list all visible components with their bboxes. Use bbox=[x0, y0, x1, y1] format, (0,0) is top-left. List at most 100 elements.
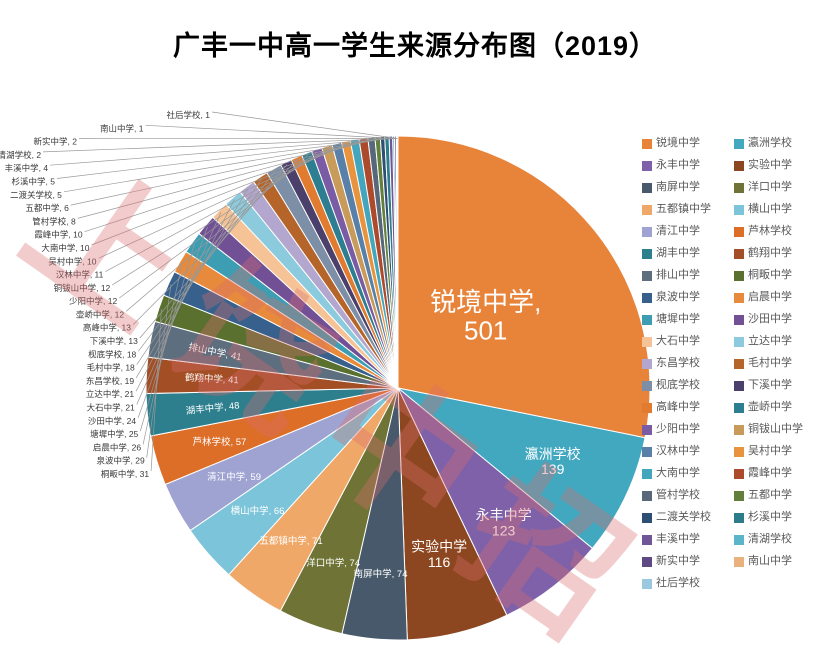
legend-label: 锐境中学 bbox=[656, 137, 700, 149]
legend-label: 五都中学 bbox=[748, 489, 792, 501]
outer-slice-label: 沙田中学, 24 bbox=[88, 416, 136, 426]
leader-line bbox=[139, 164, 288, 339]
legend-item: 大石中学 bbox=[642, 335, 732, 348]
leader-line bbox=[135, 188, 249, 379]
legend-label: 瀛洲学校 bbox=[748, 137, 792, 149]
legend-swatch bbox=[642, 270, 652, 281]
legend-item: 少阳中学 bbox=[642, 423, 732, 436]
outer-slice-label: 汉林中学, 11 bbox=[56, 270, 104, 280]
legend-item: 永丰中学 bbox=[642, 159, 732, 172]
legend-label: 启晨中学 bbox=[748, 291, 792, 303]
legend-swatch bbox=[642, 556, 652, 567]
outer-slice-label: 泉波中学, 29 bbox=[97, 456, 145, 466]
legend-label: 高峰中学 bbox=[656, 401, 700, 413]
legend-item: 南屏中学 bbox=[642, 181, 732, 194]
legend-item: 二渡关学校 bbox=[642, 511, 732, 524]
slice-label: 南屏中学, 74 bbox=[354, 568, 408, 580]
legend-swatch bbox=[734, 512, 744, 523]
legend-label: 下溪中学 bbox=[748, 379, 792, 391]
legend-swatch bbox=[642, 314, 652, 325]
legend-label: 五都镇中学 bbox=[656, 203, 711, 215]
legend-label: 新实中学 bbox=[656, 555, 700, 567]
leader-line bbox=[136, 179, 262, 365]
legend-swatch bbox=[642, 424, 652, 435]
pie-slice bbox=[397, 387, 646, 550]
pie-slice bbox=[396, 135, 399, 389]
legend-item: 锐境中学 bbox=[642, 137, 732, 150]
slice-label: 鹤翔中学, 41 bbox=[185, 372, 239, 387]
slice-label: 横山中学, 66 bbox=[231, 505, 285, 517]
legend-swatch bbox=[642, 204, 652, 215]
legend-item: 横山中学 bbox=[734, 203, 820, 216]
legend-swatch bbox=[642, 534, 652, 545]
slice-label: 芦林学校, 57 bbox=[192, 436, 246, 448]
legend-item: 霞峰中学 bbox=[734, 467, 820, 480]
legend-item: 丰溪中学 bbox=[642, 533, 732, 546]
legend-swatch bbox=[642, 446, 652, 457]
legend-label: 洋口中学 bbox=[748, 181, 792, 193]
legend-label: 社后学校 bbox=[656, 577, 700, 589]
legend-label: 永丰中学 bbox=[656, 159, 700, 171]
legend-label: 吴村中学 bbox=[748, 445, 792, 457]
pie-slice bbox=[397, 387, 594, 616]
legend-item: 桐畈中学 bbox=[734, 269, 820, 282]
leader-line bbox=[98, 143, 347, 259]
legend-label: 排山中学 bbox=[656, 269, 700, 281]
leader-line bbox=[145, 124, 397, 139]
legend-swatch bbox=[642, 490, 652, 501]
legend-label: 芦林学校 bbox=[748, 225, 792, 237]
slice-label: 湖丰中学, 48 bbox=[185, 399, 240, 417]
legend-item: 沙田中学 bbox=[734, 313, 820, 326]
slice-label: 五都镇中学, 71 bbox=[259, 535, 322, 547]
legend-label: 清湖学校 bbox=[748, 533, 792, 545]
outer-slice-label: 立达中学, 21 bbox=[86, 389, 134, 399]
legend-label: 桐畈中学 bbox=[748, 269, 792, 281]
outer-slice-label: 启晨中学, 26 bbox=[93, 442, 141, 452]
legend-swatch bbox=[734, 160, 744, 171]
leader-line bbox=[138, 170, 276, 352]
outer-slice-label: 南山中学, 1 bbox=[100, 123, 144, 133]
outer-slice-label: 杉溪中学, 5 bbox=[12, 176, 56, 186]
legend-swatch bbox=[734, 204, 744, 215]
legend-swatch bbox=[734, 380, 744, 391]
legend-item: 汉林中学 bbox=[642, 445, 732, 458]
legend-swatch bbox=[734, 402, 744, 413]
legend-swatch bbox=[642, 226, 652, 237]
legend-item: 瀛洲学校 bbox=[734, 137, 820, 150]
legend-item: 清湖学校 bbox=[734, 533, 820, 546]
leader-line bbox=[91, 141, 356, 246]
slice-label: 清江中学, 59 bbox=[207, 471, 261, 483]
legend-item: 高峰中学 bbox=[642, 401, 732, 414]
legend-item: 泉波中学 bbox=[642, 291, 732, 304]
legend-item: 东昌学校 bbox=[642, 357, 732, 370]
legend-item: 杉溪中学 bbox=[734, 511, 820, 524]
leader-line bbox=[112, 148, 328, 286]
legend-item: 管村学校 bbox=[642, 489, 732, 502]
outer-slice-label: 枧底学校, 18 bbox=[88, 349, 136, 359]
legend-label: 南屏中学 bbox=[656, 181, 700, 193]
legend-swatch bbox=[642, 336, 652, 347]
legend-item: 芦林学校 bbox=[734, 225, 820, 238]
outer-slice-label: 管村学校, 8 bbox=[32, 216, 76, 226]
legend-label: 少阳中学 bbox=[656, 423, 700, 435]
outer-slice-label: 桐畈中学, 31 bbox=[101, 469, 149, 479]
legend-item: 新实中学 bbox=[642, 555, 732, 568]
legend-swatch bbox=[642, 160, 652, 171]
legend-item: 枧底学校 bbox=[642, 379, 732, 392]
outer-slice-label: 五都中学, 6 bbox=[25, 203, 69, 213]
outer-slice-label: 吴村中学, 10 bbox=[48, 256, 96, 266]
legend-swatch bbox=[734, 226, 744, 237]
leader-line bbox=[56, 138, 388, 179]
legend-label: 清江中学 bbox=[656, 225, 700, 237]
leader-line bbox=[84, 140, 364, 233]
legend-item: 五都中学 bbox=[734, 489, 820, 502]
outer-slice-label: 铜钹山中学, 12 bbox=[54, 283, 111, 293]
legend-item: 清江中学 bbox=[642, 225, 732, 238]
slice-label: 永丰中学 123 bbox=[476, 507, 532, 538]
legend-item: 湖丰中学 bbox=[642, 247, 732, 260]
legend-label: 泉波中学 bbox=[656, 291, 700, 303]
outer-slice-label: 毛村中学, 18 bbox=[87, 363, 135, 373]
leader-line bbox=[50, 138, 392, 166]
